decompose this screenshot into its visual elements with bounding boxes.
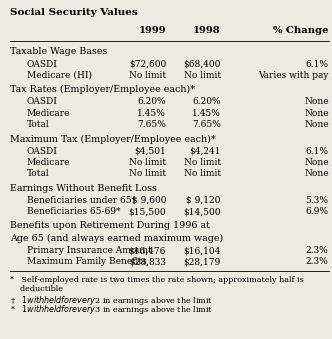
Text: Earnings Without Benefit Loss: Earnings Without Benefit Loss xyxy=(10,184,157,193)
Text: $15,500: $15,500 xyxy=(128,207,166,216)
Text: *   $1 withheld for every $3 in earnings above the limit: * $1 withheld for every $3 in earnings a… xyxy=(10,303,213,316)
Text: Total: Total xyxy=(27,169,49,178)
Text: No limit: No limit xyxy=(184,71,221,80)
Text: $72,600: $72,600 xyxy=(129,60,166,68)
Text: Primary Insurance Amount: Primary Insurance Amount xyxy=(27,246,151,255)
Text: No limit: No limit xyxy=(184,158,221,167)
Text: *   Self-employed rate is two times the rate shown; approximately half is: * Self-employed rate is two times the ra… xyxy=(10,276,304,284)
Text: $4,501: $4,501 xyxy=(134,146,166,156)
Text: $ 9,600: $ 9,600 xyxy=(131,196,166,205)
Text: $14,500: $14,500 xyxy=(183,207,221,216)
Text: 1999: 1999 xyxy=(138,26,166,35)
Text: OASDI: OASDI xyxy=(27,146,57,156)
Text: None: None xyxy=(304,158,329,167)
Text: 6.9%: 6.9% xyxy=(306,207,329,216)
Text: 7.65%: 7.65% xyxy=(192,120,221,129)
Text: Medicare: Medicare xyxy=(27,158,70,167)
Text: No limit: No limit xyxy=(184,169,221,178)
Text: Varies with pay: Varies with pay xyxy=(258,71,329,80)
Text: $16,104: $16,104 xyxy=(183,246,221,255)
Text: 7.65%: 7.65% xyxy=(137,120,166,129)
Text: % Change: % Change xyxy=(273,26,329,35)
Text: Benefits upon Retirement During 1996 at: Benefits upon Retirement During 1996 at xyxy=(10,221,210,231)
Text: None: None xyxy=(304,169,329,178)
Text: Total: Total xyxy=(27,120,49,129)
Text: 2.3%: 2.3% xyxy=(306,246,329,255)
Text: 6.20%: 6.20% xyxy=(137,97,166,106)
Text: $ 9,120: $ 9,120 xyxy=(186,196,221,205)
Text: 6.20%: 6.20% xyxy=(192,97,221,106)
Text: None: None xyxy=(304,109,329,118)
Text: 1.45%: 1.45% xyxy=(192,109,221,118)
Text: Age 65 (and always earned maximum wage): Age 65 (and always earned maximum wage) xyxy=(10,234,223,243)
Text: Maximum Tax (Employer/Employee each)*: Maximum Tax (Employer/Employee each)* xyxy=(10,135,216,144)
Text: OASDI: OASDI xyxy=(27,60,57,68)
Text: No limit: No limit xyxy=(129,158,166,167)
Text: 5.3%: 5.3% xyxy=(306,196,329,205)
Text: OASDI: OASDI xyxy=(27,97,57,106)
Text: Medicare (HI): Medicare (HI) xyxy=(27,71,92,80)
Text: $4,241: $4,241 xyxy=(189,146,221,156)
Text: Taxable Wage Bases: Taxable Wage Bases xyxy=(10,47,107,57)
Text: $28,833: $28,833 xyxy=(129,257,166,266)
Text: None: None xyxy=(304,120,329,129)
Text: None: None xyxy=(304,97,329,106)
Text: Social Security Values: Social Security Values xyxy=(10,8,138,18)
Text: Medicare: Medicare xyxy=(27,109,70,118)
Text: 1.45%: 1.45% xyxy=(137,109,166,118)
Text: †   $1 withheld for every $2 in earnings above the limit: † $1 withheld for every $2 in earnings a… xyxy=(10,294,213,307)
Text: 6.1%: 6.1% xyxy=(306,146,329,156)
Text: No limit: No limit xyxy=(129,71,166,80)
Text: deductible: deductible xyxy=(10,285,63,293)
Text: Beneficiaries under 65†: Beneficiaries under 65† xyxy=(27,196,135,205)
Text: $16,476: $16,476 xyxy=(128,246,166,255)
Text: 6.1%: 6.1% xyxy=(306,60,329,68)
Text: 2.3%: 2.3% xyxy=(306,257,329,266)
Text: Maximum Family Benefits: Maximum Family Benefits xyxy=(27,257,146,266)
Text: Tax Rates (Employer/Employee each)*: Tax Rates (Employer/Employee each)* xyxy=(10,85,195,94)
Text: Beneficiaries 65-69*: Beneficiaries 65-69* xyxy=(27,207,120,216)
Text: No limit: No limit xyxy=(129,169,166,178)
Text: 1998: 1998 xyxy=(193,26,221,35)
Text: $28,179: $28,179 xyxy=(184,257,221,266)
Text: $68,400: $68,400 xyxy=(183,60,221,68)
